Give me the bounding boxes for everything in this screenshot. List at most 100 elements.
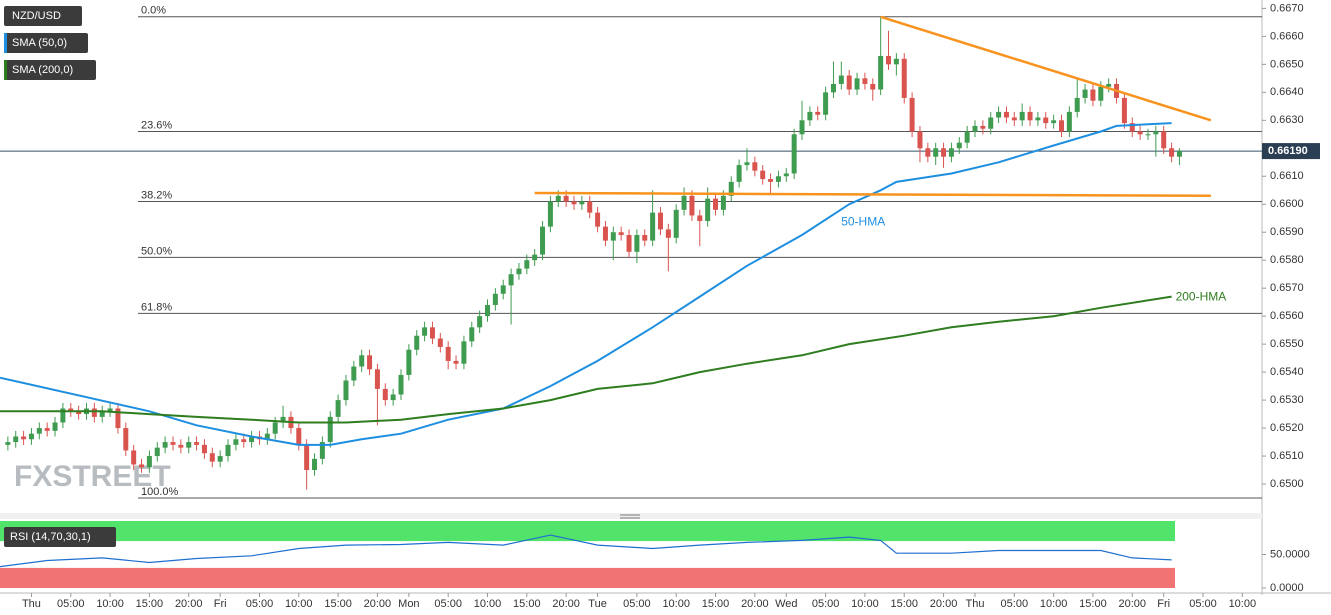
candle-body bbox=[76, 411, 82, 415]
candle-body bbox=[933, 148, 939, 157]
candle-body bbox=[139, 464, 145, 468]
candle-body bbox=[477, 316, 483, 328]
rsi-legend-box bbox=[4, 527, 116, 547]
candle-body bbox=[1129, 123, 1135, 132]
candle-body bbox=[1011, 117, 1017, 121]
candle-body bbox=[1043, 117, 1049, 124]
x-tick-label: 20:00 bbox=[930, 598, 958, 610]
y-tick-label: 0.6590 bbox=[1270, 226, 1304, 238]
candle-body bbox=[154, 447, 160, 457]
candle-body bbox=[146, 456, 152, 468]
y-tick-label: 0.6660 bbox=[1270, 30, 1304, 42]
y-tick-label: 0.6540 bbox=[1270, 366, 1304, 378]
candle-body bbox=[68, 408, 74, 412]
x-tick-label: 10:00 bbox=[1229, 598, 1257, 610]
candle-body bbox=[398, 374, 404, 395]
x-tick-label: Tue bbox=[588, 598, 607, 610]
x-tick-label: 20:00 bbox=[1118, 598, 1146, 610]
candle-body bbox=[36, 428, 42, 434]
legend-label: SMA (200,0) bbox=[12, 64, 73, 76]
candle-body bbox=[563, 195, 569, 202]
legend-box bbox=[4, 60, 96, 80]
candle-body bbox=[1003, 111, 1009, 118]
candle-body bbox=[893, 58, 899, 65]
x-tick-label: 05:00 bbox=[1189, 598, 1217, 610]
legend-box bbox=[4, 6, 82, 26]
x-tick-label: 10:00 bbox=[851, 598, 879, 610]
rsi-legend-label: RSI (14,70,30,1) bbox=[10, 531, 91, 543]
y-tick-label: 0.6560 bbox=[1270, 310, 1304, 322]
candle-body bbox=[634, 235, 640, 252]
candle-body bbox=[587, 201, 593, 213]
candle-body bbox=[547, 201, 553, 227]
candle-body bbox=[878, 55, 884, 90]
x-tick-label: Thu bbox=[22, 598, 41, 610]
candle-body bbox=[917, 131, 923, 149]
candle-body bbox=[579, 201, 585, 205]
candle-body bbox=[1090, 89, 1096, 101]
pane-divider bbox=[0, 513, 1262, 519]
x-tick-label: 05:00 bbox=[812, 598, 840, 610]
candle-body bbox=[1082, 89, 1088, 98]
candle-body bbox=[925, 148, 931, 157]
candle-body bbox=[1153, 131, 1159, 135]
candle-body bbox=[909, 97, 915, 132]
candle-body bbox=[815, 111, 821, 115]
candle-body bbox=[571, 201, 577, 205]
x-tick-label: Fri bbox=[214, 598, 227, 610]
candle-body bbox=[304, 444, 310, 471]
candle-body bbox=[642, 235, 648, 241]
candle-body bbox=[838, 75, 844, 84]
x-tick-label: 15:00 bbox=[513, 598, 541, 610]
hma-line bbox=[0, 295, 1172, 424]
candle-body bbox=[131, 450, 137, 465]
candle-body bbox=[123, 428, 129, 451]
candle-body bbox=[445, 346, 451, 361]
candle-body bbox=[99, 411, 105, 417]
candle-body bbox=[485, 304, 491, 317]
x-tick-label: Thu bbox=[966, 598, 985, 610]
candle-body bbox=[115, 408, 121, 429]
legend-swatch bbox=[4, 60, 7, 80]
candle-body bbox=[312, 458, 318, 471]
candle-body bbox=[532, 254, 538, 261]
x-tick-label: 10:00 bbox=[96, 598, 124, 610]
fib-label: 38.2% bbox=[141, 189, 172, 201]
y-tick-label: 0.6670 bbox=[1270, 2, 1304, 14]
candle-body bbox=[1161, 131, 1167, 149]
x-tick-label: 15:00 bbox=[890, 598, 918, 610]
hma-label: 200-HMA bbox=[1176, 290, 1227, 304]
candle-body bbox=[665, 229, 671, 238]
y-tick-label: 0.6600 bbox=[1270, 198, 1304, 210]
candle-body bbox=[799, 120, 805, 135]
x-tick-label: 10:00 bbox=[662, 598, 690, 610]
candle-body bbox=[1121, 97, 1127, 124]
candle-body bbox=[5, 442, 11, 445]
watermark: FXSTREET bbox=[14, 460, 171, 493]
candle-body bbox=[1176, 151, 1182, 157]
candle-body bbox=[390, 394, 396, 401]
y-tick-label: 0.6570 bbox=[1270, 282, 1304, 294]
y-tick-label: 0.6550 bbox=[1270, 338, 1304, 350]
candle-body bbox=[1019, 111, 1025, 121]
candle-body bbox=[1074, 97, 1080, 112]
candle-body bbox=[272, 422, 278, 434]
candle-body bbox=[980, 125, 986, 129]
x-tick-label: 20:00 bbox=[364, 598, 392, 610]
candle-body bbox=[705, 198, 711, 222]
fib-label: 100.0% bbox=[141, 486, 179, 498]
y-tick-label: 0.6500 bbox=[1270, 478, 1304, 490]
candle-body bbox=[367, 355, 373, 370]
fib-label: 0.0% bbox=[141, 5, 166, 17]
candle-body bbox=[249, 436, 255, 443]
y-tick-label: 0.6650 bbox=[1270, 58, 1304, 70]
candle-body bbox=[343, 380, 349, 401]
candle-body bbox=[1058, 120, 1064, 132]
x-tick-label: 15:00 bbox=[1079, 598, 1107, 610]
legend-label: NZD/USD bbox=[12, 10, 61, 22]
candle-body bbox=[713, 198, 719, 210]
candle-body bbox=[618, 232, 624, 236]
candle-body bbox=[508, 274, 514, 286]
oversold-band bbox=[0, 567, 1175, 588]
legend-box bbox=[4, 33, 88, 53]
